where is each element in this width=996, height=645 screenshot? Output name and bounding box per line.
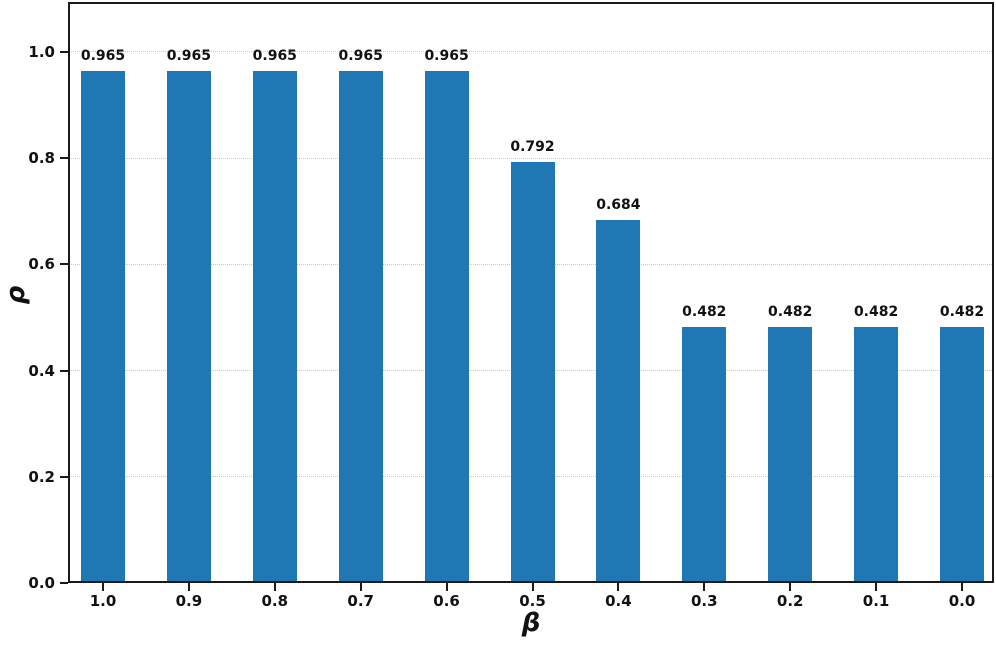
plot-area: 0.0 0.2 0.4 0.6 0.8 1.0 0.965 1.0 0.965 0.9 0.965 0… [28,2,994,610]
x-tick-label: 0.1 [862,592,890,610]
bar [166,70,211,583]
x-tick [789,583,792,591]
bar-value-label: 0.482 [682,304,727,321]
x-axis-label: β [521,608,541,638]
left-spine [68,2,70,583]
bar [854,327,899,583]
bar [596,219,641,583]
x-tick-label: 0.9 [175,592,203,610]
y-tick [60,582,68,584]
x-tick-label: 0.3 [691,592,718,610]
gridline [68,51,994,53]
y-tick-label: 0.8 [28,149,55,168]
bar-value-label: 0.482 [768,304,813,321]
right-spine [992,2,994,583]
y-tick [60,475,68,478]
x-tick-label: 0.0 [948,592,976,610]
x-tick [273,583,276,591]
bar [940,327,984,583]
x-tick-label: 0.5 [519,592,546,610]
x-tick [875,583,878,591]
x-tick-label: 0.6 [433,592,460,610]
bar-value-label: 0.684 [596,196,641,213]
bar-value-label: 0.965 [252,47,297,64]
bar [768,327,813,583]
bar [424,70,469,583]
x-tick [531,583,534,591]
bar [338,70,383,583]
y-tick-label: 0.2 [28,467,55,486]
y-tick [60,50,68,53]
x-tick [617,583,620,591]
y-tick [60,369,68,372]
gridline [68,157,994,159]
x-tick [102,583,104,591]
bar-value-label: 0.965 [338,47,383,64]
x-tick-label: 1.0 [89,592,117,610]
x-tick-label: 0.2 [776,592,804,610]
x-tick-label: 0.8 [261,592,289,610]
x-tick [359,583,362,591]
bar [510,162,555,583]
x-tick-label: 0.4 [605,592,632,610]
bar [682,327,727,583]
y-tick-label: 1.0 [28,42,55,61]
bar-value-label: 0.482 [853,304,899,321]
y-tick [60,157,68,160]
x-tick [961,583,963,591]
top-spine [68,2,994,4]
y-tick-label: 0.4 [28,361,55,380]
y-tick [60,263,68,266]
bar-value-label: 0.792 [510,139,555,156]
x-tick [445,583,448,591]
bar-value-label: 0.965 [80,47,126,64]
bar-value-label: 0.482 [939,304,985,321]
x-tick [187,583,190,591]
bar [81,70,125,583]
y-tick-label: 0.0 [28,574,55,592]
y-tick-label: 0.6 [28,255,55,274]
bar [252,70,297,583]
bar-value-label: 0.965 [166,47,212,64]
x-tick [703,583,706,591]
bottom-spine [68,581,994,583]
bar-value-label: 0.965 [424,47,469,64]
x-tick-label: 0.7 [347,592,374,610]
